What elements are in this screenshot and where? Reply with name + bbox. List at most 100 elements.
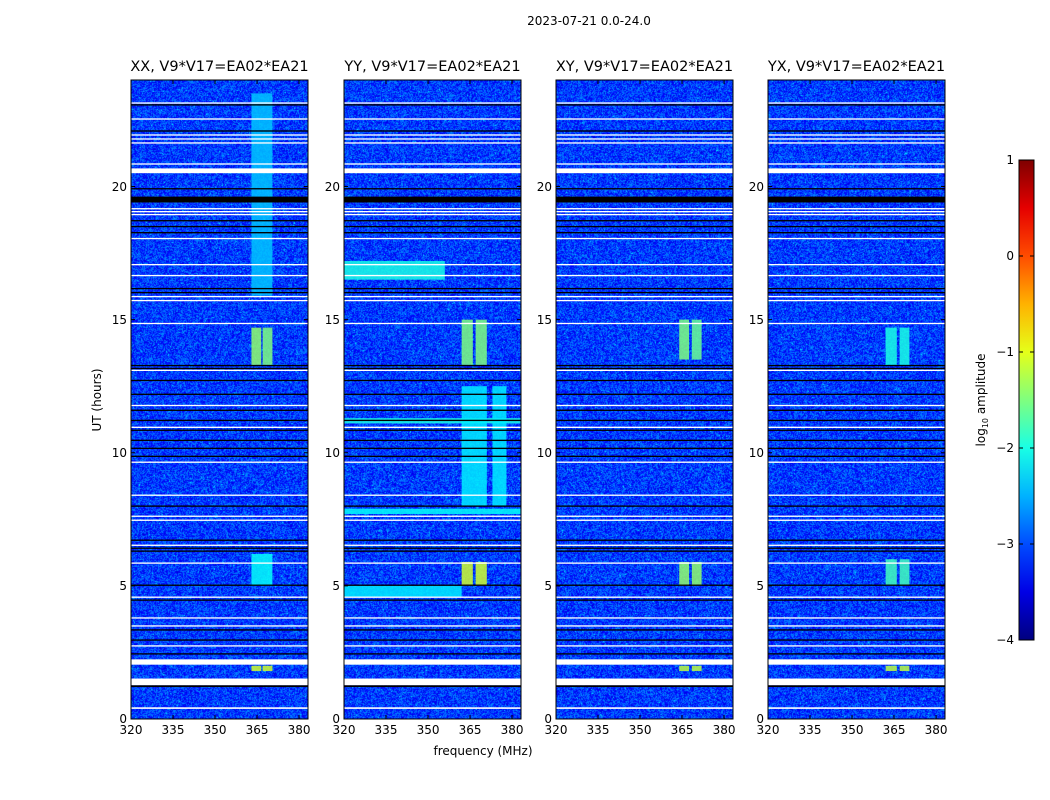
flagged-row [556, 102, 733, 103]
flagged-row [344, 520, 521, 521]
zero-row [131, 410, 308, 411]
zero-row [344, 104, 521, 105]
flagged-row [344, 625, 521, 626]
zero-row [131, 540, 308, 541]
y-tick-label: 5 [332, 579, 340, 593]
zero-row [768, 365, 945, 366]
rfi-feature [900, 666, 910, 671]
flagged-row [556, 659, 733, 664]
zero-row [768, 368, 945, 369]
y-tick-label: 10 [749, 446, 764, 460]
flagged-row [768, 102, 945, 103]
zero-row [556, 456, 733, 457]
flagged-row [556, 208, 733, 209]
rfi-feature [886, 328, 897, 365]
flagged-row [131, 134, 308, 135]
rfi-feature [462, 386, 487, 506]
flagged-row [768, 264, 945, 265]
panel-3 [768, 80, 945, 719]
panel-frame [768, 80, 945, 719]
rfi-feature [462, 320, 473, 365]
zero-row [344, 292, 521, 293]
x-tick-label: 365 [883, 723, 906, 737]
panel-title: XX, V9*V17=EA02*EA21 [130, 59, 308, 75]
flagged-row [344, 679, 521, 686]
flagged-row [768, 208, 945, 209]
flagged-row [556, 405, 733, 406]
flagged-row [344, 405, 521, 406]
flagged-row [556, 562, 733, 563]
zero-row [131, 188, 308, 189]
flagged-row [768, 405, 945, 406]
zero-row [131, 368, 308, 369]
zero-row [344, 550, 521, 551]
rfi-feature [344, 509, 520, 514]
flagged-row [344, 142, 521, 143]
colorbar-tick-label: −2 [996, 441, 1014, 455]
zero-row [344, 629, 521, 630]
flagged-row [768, 707, 945, 709]
flagged-row [344, 168, 521, 173]
zero-row [556, 653, 733, 654]
zero-row [131, 599, 308, 600]
zero-row [768, 629, 945, 630]
x-tick-label: 335 [587, 723, 610, 737]
zero-row [344, 639, 521, 640]
x-tick-label: 365 [246, 723, 269, 737]
flagged-row [556, 323, 733, 324]
flagged-row [131, 462, 308, 463]
zero-row [344, 505, 521, 506]
flagged-row [131, 142, 308, 143]
flagged-row [344, 138, 521, 139]
x-tick-label: 350 [629, 723, 652, 737]
zero-row [344, 365, 521, 366]
zero-row [131, 456, 308, 457]
flagged-row [768, 300, 945, 301]
flagged-row [556, 134, 733, 135]
flagged-row [768, 134, 945, 135]
flagged-row [556, 645, 733, 646]
rfi-feature [462, 562, 473, 586]
rfi-feature [251, 666, 261, 671]
flagged-row [344, 370, 521, 371]
flagged-row [768, 238, 945, 239]
zero-row [344, 456, 521, 457]
zero-row [131, 550, 308, 551]
zero-row [556, 599, 733, 600]
y-tick-label: 15 [749, 313, 764, 327]
zero-row [556, 550, 733, 551]
flagged-row [344, 211, 521, 212]
y-tick-label: 20 [112, 180, 127, 194]
zero-row [768, 448, 945, 449]
rfi-feature [692, 666, 702, 671]
colorbar-tick-label: −1 [996, 345, 1014, 359]
flagged-row [768, 562, 945, 563]
rfi-feature [679, 666, 689, 671]
figure: 2023-07-21 0.0-24.0 frequency (MHz) UT (… [0, 0, 1050, 800]
zero-row [768, 653, 945, 654]
y-tick-label: 20 [749, 180, 764, 194]
flagged-row [131, 427, 308, 428]
y-tick-label: 20 [537, 180, 552, 194]
flagged-row [131, 214, 308, 215]
zero-row [768, 394, 945, 395]
zero-row [768, 440, 945, 441]
zero-row [556, 368, 733, 369]
y-tick-label: 5 [544, 579, 552, 593]
flagged-row [131, 495, 308, 496]
colorbar-tick-label: −4 [996, 633, 1014, 647]
flagged-row [344, 617, 521, 618]
x-tick-label: 335 [375, 723, 398, 737]
flagged-row [344, 323, 521, 324]
zero-row [131, 430, 308, 431]
flagged-row [556, 495, 733, 496]
zero-row [556, 430, 733, 431]
zero-row [556, 220, 733, 221]
rfi-feature [476, 562, 487, 586]
flagged-row [131, 625, 308, 626]
zero-row [768, 639, 945, 640]
flagged-row [344, 102, 521, 103]
zero-row [131, 232, 308, 233]
flagged-row [131, 405, 308, 406]
zero-row [344, 368, 521, 369]
